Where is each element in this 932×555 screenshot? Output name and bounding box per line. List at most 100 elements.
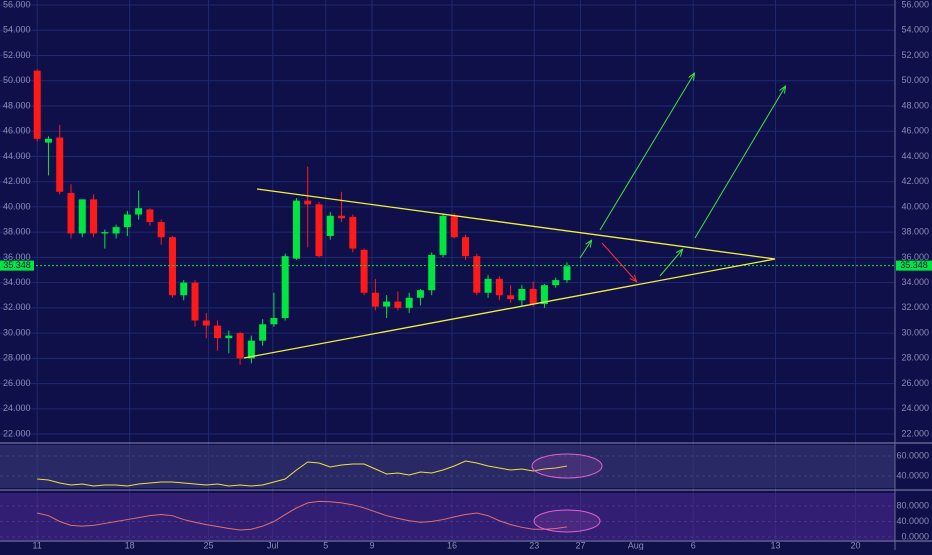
x-tick-label: 16: [447, 540, 457, 550]
candle-body: [123, 214, 131, 228]
candle-body: [112, 227, 120, 234]
candle-body: [67, 193, 75, 234]
candle-body: [157, 222, 165, 238]
y-tick-label: 52.000: [3, 50, 31, 60]
x-tick-label: 23: [529, 540, 539, 550]
arrow: [601, 242, 636, 281]
candle-body: [259, 324, 267, 341]
candle-body: [90, 199, 98, 234]
candle-body: [473, 256, 481, 293]
candle-body: [540, 285, 548, 305]
candle-body: [360, 249, 368, 293]
last-price-box: [0, 260, 34, 271]
arrow: [659, 250, 682, 277]
y-tick-label: 54.000: [901, 25, 929, 35]
candle-body: [270, 317, 278, 325]
candle-body: [168, 237, 176, 296]
candle-body: [180, 282, 188, 296]
candle-body: [450, 215, 458, 238]
candle-body: [383, 301, 391, 307]
candle-body: [304, 200, 312, 205]
candle-body: [394, 301, 402, 308]
candle-body: [405, 297, 413, 308]
drawings: [243, 74, 785, 533]
candle-body: [202, 320, 210, 326]
candle-body: [484, 278, 492, 293]
y-tick-label: 52.000: [901, 50, 929, 60]
candle-body: [439, 215, 447, 255]
y-tick-label: 0.0000: [901, 531, 929, 541]
candle-body: [56, 137, 64, 192]
candle-body: [315, 204, 323, 257]
candle-body: [236, 333, 244, 359]
x-tick-label: 11: [33, 540, 42, 550]
y-tick-label: 40.0000: [896, 516, 929, 526]
y-tick-label: 38.000: [3, 227, 31, 237]
candle-body: [101, 232, 109, 234]
candle-body: [552, 280, 560, 286]
y-tick-label: 54.000: [3, 25, 31, 35]
candle-body: [507, 295, 515, 300]
indicator-line: [37, 500, 568, 531]
highlight: [531, 453, 603, 479]
plot: [0, 69, 895, 531]
candle-body: [563, 266, 571, 281]
candle-body: [247, 340, 255, 359]
indicator-band: [0, 493, 895, 540]
candle-body: [338, 215, 346, 219]
candle-body: [44, 138, 52, 143]
candle-body: [191, 282, 199, 321]
x-tick-label: Jul: [267, 540, 279, 550]
y-tick-label: 42.000: [3, 176, 31, 186]
arrow: [599, 74, 694, 231]
y-tick-label: 22.000: [901, 428, 929, 438]
y-tick-label: 56.000: [901, 0, 929, 9]
candle-body: [326, 215, 334, 236]
y-tick-label: 36.000: [901, 252, 929, 262]
y-tick-label: 30.000: [3, 327, 31, 337]
candle-body: [225, 335, 233, 339]
x-tick-label: 13: [771, 540, 781, 550]
x-tick-label: 18: [125, 540, 135, 550]
y-tick-label: 48.000: [901, 100, 929, 110]
y-tick-label: 46.000: [901, 126, 929, 136]
candle-body: [281, 256, 289, 318]
x-tick-label: 9: [369, 540, 374, 550]
candle-body: [462, 237, 470, 257]
candle-body: [529, 288, 537, 305]
y-tick-label: 40.000: [3, 201, 31, 211]
arrow: [579, 241, 591, 259]
candle-body: [78, 199, 86, 234]
indicator-band: [0, 445, 895, 488]
candle-body: [428, 254, 436, 291]
y-tick-label: 40.0000: [896, 470, 929, 480]
x-tick-label: Aug: [628, 540, 644, 550]
y-tick-label: 34.000: [3, 277, 31, 287]
x-tick-label: 6: [691, 540, 696, 550]
y-tick-label: 80.0000: [896, 500, 929, 510]
y-tick-label: 50.000: [901, 75, 929, 85]
last-price-label: 35.348: [900, 260, 928, 270]
x-tick-label: 25: [204, 540, 214, 550]
last-price-label: 35.348: [3, 260, 31, 270]
y-tick-label: 24.000: [901, 403, 929, 413]
y-tick-label: 28.000: [3, 353, 31, 363]
y-tick-label: 34.000: [901, 277, 929, 287]
last-price-box: [896, 260, 932, 271]
y-tick-label: 36.000: [3, 252, 31, 262]
y-tick-label: 48.000: [3, 100, 31, 110]
arrow: [694, 87, 785, 239]
y-tick-label: 26.000: [3, 378, 31, 388]
y-tick-label: 30.000: [901, 327, 929, 337]
y-tick-label: 50.000: [3, 75, 31, 85]
y-tick-label: 38.000: [901, 227, 929, 237]
x-tick-label: 20: [851, 540, 861, 550]
y-tick-label: 60.0000: [896, 450, 929, 460]
candle-body: [416, 290, 424, 298]
y-tick-label: 32.000: [901, 302, 929, 312]
candle-body: [214, 325, 222, 339]
y-tick-label: 26.000: [901, 378, 929, 388]
y-tick-label: 32.000: [3, 302, 31, 312]
x-tick-label: 27: [576, 540, 586, 550]
